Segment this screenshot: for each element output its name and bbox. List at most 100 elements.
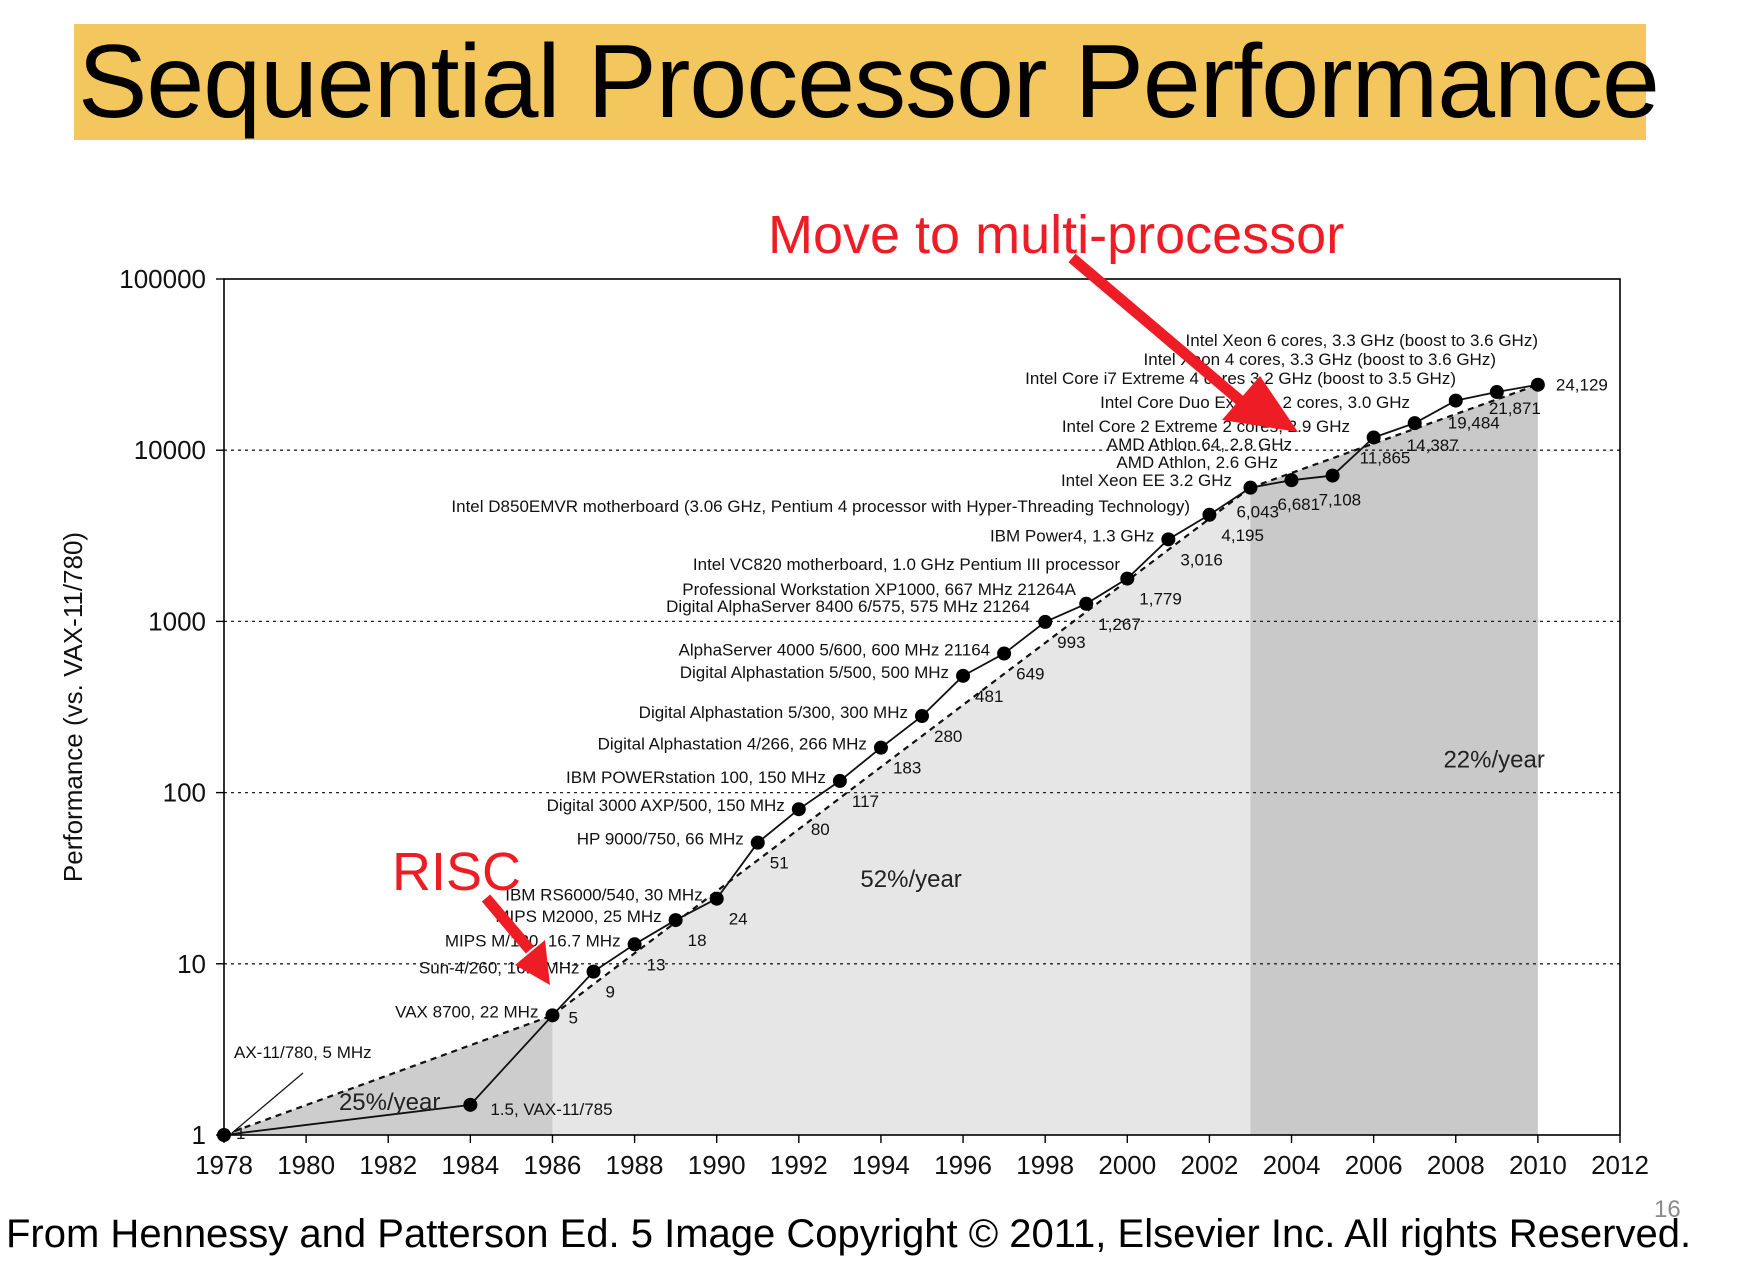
growth-regions [224, 384, 1538, 1136]
trend-line [551, 486, 1252, 1017]
risc-arrow-icon [515, 940, 550, 985]
x-tick-label: 2010 [1509, 1150, 1567, 1180]
trend-line [223, 1014, 553, 1137]
x-tick-label: 1978 [195, 1150, 253, 1180]
value-label: 18 [688, 931, 707, 950]
data-point [997, 646, 1012, 661]
processor-label: Intel Xeon 4 cores, 3.3 GHz (boost to 3.… [1144, 350, 1496, 369]
x-tick-label: 1996 [934, 1150, 992, 1180]
data-point [627, 937, 642, 952]
value-label: 9 [606, 983, 615, 1002]
value-label: 7,108 [1319, 491, 1362, 510]
data-point [545, 1008, 560, 1023]
data-point [832, 773, 847, 788]
y-tick-label: 1000 [148, 606, 206, 636]
value-label: 649 [1016, 665, 1044, 684]
processor-label: Sun-4/260, 16.7 MHz [419, 959, 580, 978]
x-tick-label: 2006 [1345, 1150, 1403, 1180]
processor-label: AMD Athlon, 2.6 GHz [1116, 453, 1278, 472]
value-label: 3,016 [1180, 550, 1223, 569]
risc-callout: RISC [392, 842, 521, 902]
trend-line [1250, 383, 1539, 489]
y-tick-label: 10 [177, 949, 206, 979]
processor-label: Digital Alphastation 4/266, 266 MHz [598, 735, 867, 754]
processor-label: MIPS M/120, 16.7 MHz [445, 931, 621, 950]
x-tick-label: 1990 [688, 1150, 746, 1180]
x-tick-label: 1988 [606, 1150, 664, 1180]
processor-label: AX-11/780, 5 MHz [234, 1043, 372, 1062]
value-label: 1.5, VAX-11/785 [490, 1100, 612, 1119]
value-label: 280 [934, 727, 962, 746]
x-tick-label: 2000 [1098, 1150, 1156, 1180]
x-tick-label: 1986 [524, 1150, 582, 1180]
processor-label: Professional Workstation XP1000, 667 MHz… [682, 580, 1076, 599]
value-label: 183 [893, 759, 921, 778]
processor-label: HP 9000/750, 66 MHz [577, 830, 744, 849]
y-tick-label: 1 [192, 1120, 206, 1150]
data-point [1366, 430, 1381, 445]
region-shade [1250, 384, 1538, 1136]
value-label: 51 [770, 854, 789, 873]
value-label: 80 [811, 820, 830, 839]
page-number: 16 [1654, 1196, 1681, 1223]
data-point [1407, 416, 1422, 431]
data-point [1079, 596, 1094, 611]
x-tick-label: 2004 [1263, 1150, 1321, 1180]
processor-label: IBM POWERstation 100, 150 MHz [566, 768, 826, 787]
multiprocessor-arrow-shaft [1068, 253, 1247, 408]
data-point [915, 709, 929, 724]
data-point [956, 668, 971, 683]
x-axis-ticks: 1978 1980 1982 1984 1986 1988 1990 1992 1994 1996… [195, 1135, 1649, 1180]
slide-title: Sequential Processor Performance [78, 24, 1660, 140]
processor-label: Intel Xeon 6 cores, 3.3 GHz (boost to 3.… [1186, 331, 1538, 350]
data-point [873, 740, 888, 755]
value-label: 1,267 [1098, 615, 1141, 634]
x-tick-label: 1994 [852, 1150, 910, 1180]
data-point [586, 964, 601, 979]
x-tick-label: 2008 [1427, 1150, 1485, 1180]
data-point [1038, 614, 1053, 629]
processor-label: Digital AlphaServer 8400 6/575, 575 MHz … [666, 597, 1030, 616]
region-rate-label: 25%/year [339, 1089, 440, 1116]
label-pointer [231, 1072, 304, 1134]
plot-frame [223, 278, 1621, 1136]
trend-lines [223, 383, 1539, 1137]
x-tick-label: 1980 [277, 1150, 335, 1180]
y-tick-label: 10000 [134, 435, 206, 465]
x-tick-label: 1984 [441, 1150, 499, 1180]
data-point [1448, 393, 1463, 408]
processor-label: Intel Core 2 Extreme 2 cores, 2.9 GHz [1062, 417, 1350, 436]
processor-label: Intel Xeon EE 3.2 GHz [1061, 471, 1232, 490]
data-points [217, 377, 1545, 1142]
value-labels: 1 1.5, VAX-11/785 5 9 13 18 24 51 80 117 183 280 481… [236, 376, 1608, 1143]
copyright-footer: From Hennessy and Patterson Ed. 5 Image … [6, 1212, 1692, 1256]
value-label: 481 [975, 687, 1003, 706]
x-tick-label: 1992 [770, 1150, 828, 1180]
processor-label: MIPS M2000, 25 MHz [495, 907, 661, 926]
gridlines [224, 449, 1620, 965]
processor-label: VAX 8700, 22 MHz [395, 1002, 538, 1021]
data-point [1120, 571, 1135, 586]
processor-label: IBM Power4, 1.3 GHz [990, 526, 1154, 545]
value-label: 14,387 [1407, 436, 1459, 455]
processor-label: Intel VC820 motherboard, 1.0 GHz Pentium… [693, 555, 1120, 574]
processor-label: AlphaServer 4000 5/600, 600 MHz 21164 [679, 641, 991, 660]
multiprocessor-arrow-icon [1222, 376, 1298, 432]
processor-label: IBM RS6000/540, 30 MHz [505, 886, 702, 905]
value-label: 19,484 [1448, 414, 1500, 433]
data-point [750, 835, 765, 850]
data-point [668, 913, 683, 928]
risc-arrow-shaft [481, 894, 535, 954]
value-label: 21,871 [1489, 399, 1541, 418]
y-tick-label: 100 [163, 778, 206, 808]
y-tick-label: 100000 [119, 264, 206, 294]
region-shade [552, 487, 1251, 1136]
data-point [791, 802, 806, 817]
value-label: 5 [568, 1008, 577, 1027]
value-label: 24,129 [1556, 376, 1608, 395]
value-label: 13 [647, 955, 666, 974]
data-point [709, 891, 724, 906]
value-label: 117 [852, 792, 879, 811]
processor-label: Digital Alphastation 5/500, 500 MHz [680, 663, 949, 682]
